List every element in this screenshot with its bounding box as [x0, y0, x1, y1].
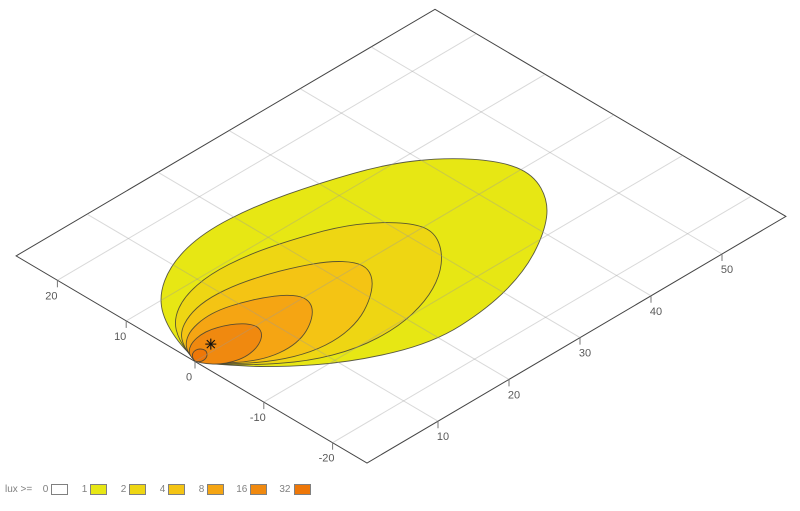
legend-swatch: [51, 484, 69, 495]
legend-value: 0: [42, 484, 49, 495]
legend-entry: 0: [41, 484, 69, 495]
contour-level-32: [191, 348, 208, 363]
grid-line-x-50: [370, 46, 723, 255]
x-axis-tick-label: 30: [579, 348, 591, 360]
legend: lux >= 0 1 2 4 8 16 32: [5, 484, 323, 495]
x-axis-tick-label: 10: [437, 431, 449, 443]
plot-border: [15, 8, 787, 464]
contour-group: [160, 158, 548, 368]
grid-line-y-10: [125, 73, 546, 322]
legend-swatch: [168, 484, 186, 495]
legend-swatch: [250, 484, 268, 495]
legend-entry: 2: [119, 484, 147, 495]
y-axis-tick-label: 0: [186, 372, 192, 384]
legend-value: 16: [236, 484, 248, 495]
legend-label: lux >=: [5, 484, 33, 495]
grid-line-x-40: [299, 88, 652, 297]
grid-line-y-20: [57, 33, 477, 281]
y-axis-tick-label: 10: [114, 331, 126, 343]
legend-swatch: [129, 484, 147, 495]
y-axis-tick-label: 20: [45, 290, 57, 302]
x-axis-ticks: 10 20 30 40 50: [437, 254, 733, 443]
legend-entry: 4: [158, 484, 186, 495]
legend-value: 2: [120, 484, 127, 495]
grid-line-y--20: [332, 195, 752, 444]
legend-value: 4: [159, 484, 166, 495]
legend-swatch: [90, 484, 108, 495]
legend-value: 32: [279, 484, 291, 495]
legend-entry: 16: [236, 484, 268, 495]
grid-line-x-20: [157, 171, 510, 380]
grid-line-x-30: [228, 130, 581, 339]
asterisk-marker: [205, 338, 217, 350]
x-axis-tick-label: 40: [650, 306, 662, 318]
grid-line-y--10: [263, 155, 683, 403]
y-axis-tick-label: -20: [319, 453, 335, 465]
legend-value: 1: [81, 484, 88, 495]
grid-line-y-0: [194, 114, 615, 362]
y-axis-ticks: 20 10 0 -10 -20: [45, 280, 335, 465]
grid-line-x-10: [86, 213, 439, 422]
grid-lines: [57, 33, 752, 444]
legend-entry: 1: [80, 484, 108, 495]
x-axis-tick-label: 50: [721, 264, 733, 276]
legend-swatch: [293, 484, 311, 495]
y-axis-tick-label: -10: [250, 412, 266, 424]
asterisk-ray: [206, 339, 216, 349]
legend-swatch: [207, 484, 225, 495]
x-axis-tick-label: 20: [508, 389, 520, 401]
legend-entry: 8: [197, 484, 225, 495]
legend-entry: 32: [279, 484, 311, 495]
legend-entries: 0 1 2 4 8 16 32: [41, 484, 322, 495]
legend-value: 8: [198, 484, 205, 495]
